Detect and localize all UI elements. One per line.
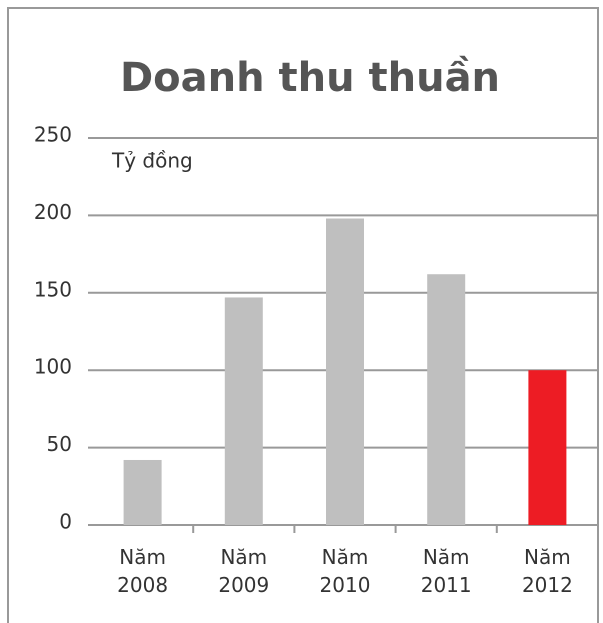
bar [528,370,567,525]
bar [123,459,162,525]
bar [224,297,263,525]
x-tick-label: Năm 2009 [218,545,270,597]
y-tick-label: 250 [34,123,72,147]
y-axis-label: Tỷ đồng [111,149,193,173]
y-tick-label: 150 [34,277,72,301]
y-tick-label: 100 [34,355,72,379]
x-tick-label: Năm 2011 [420,545,472,597]
chart-title: Doanh thu thuần [120,55,500,101]
y-tick-label: 200 [34,200,72,224]
frame [7,7,599,623]
bar [427,274,466,525]
x-tick-label: Năm 2012 [521,545,573,597]
y-tick-label: 50 [47,432,72,456]
x-tick-label: Năm 2008 [117,545,169,597]
bar [326,218,364,525]
x-tick-label: Năm 2010 [319,545,371,597]
y-tick-label: 0 [59,510,72,534]
